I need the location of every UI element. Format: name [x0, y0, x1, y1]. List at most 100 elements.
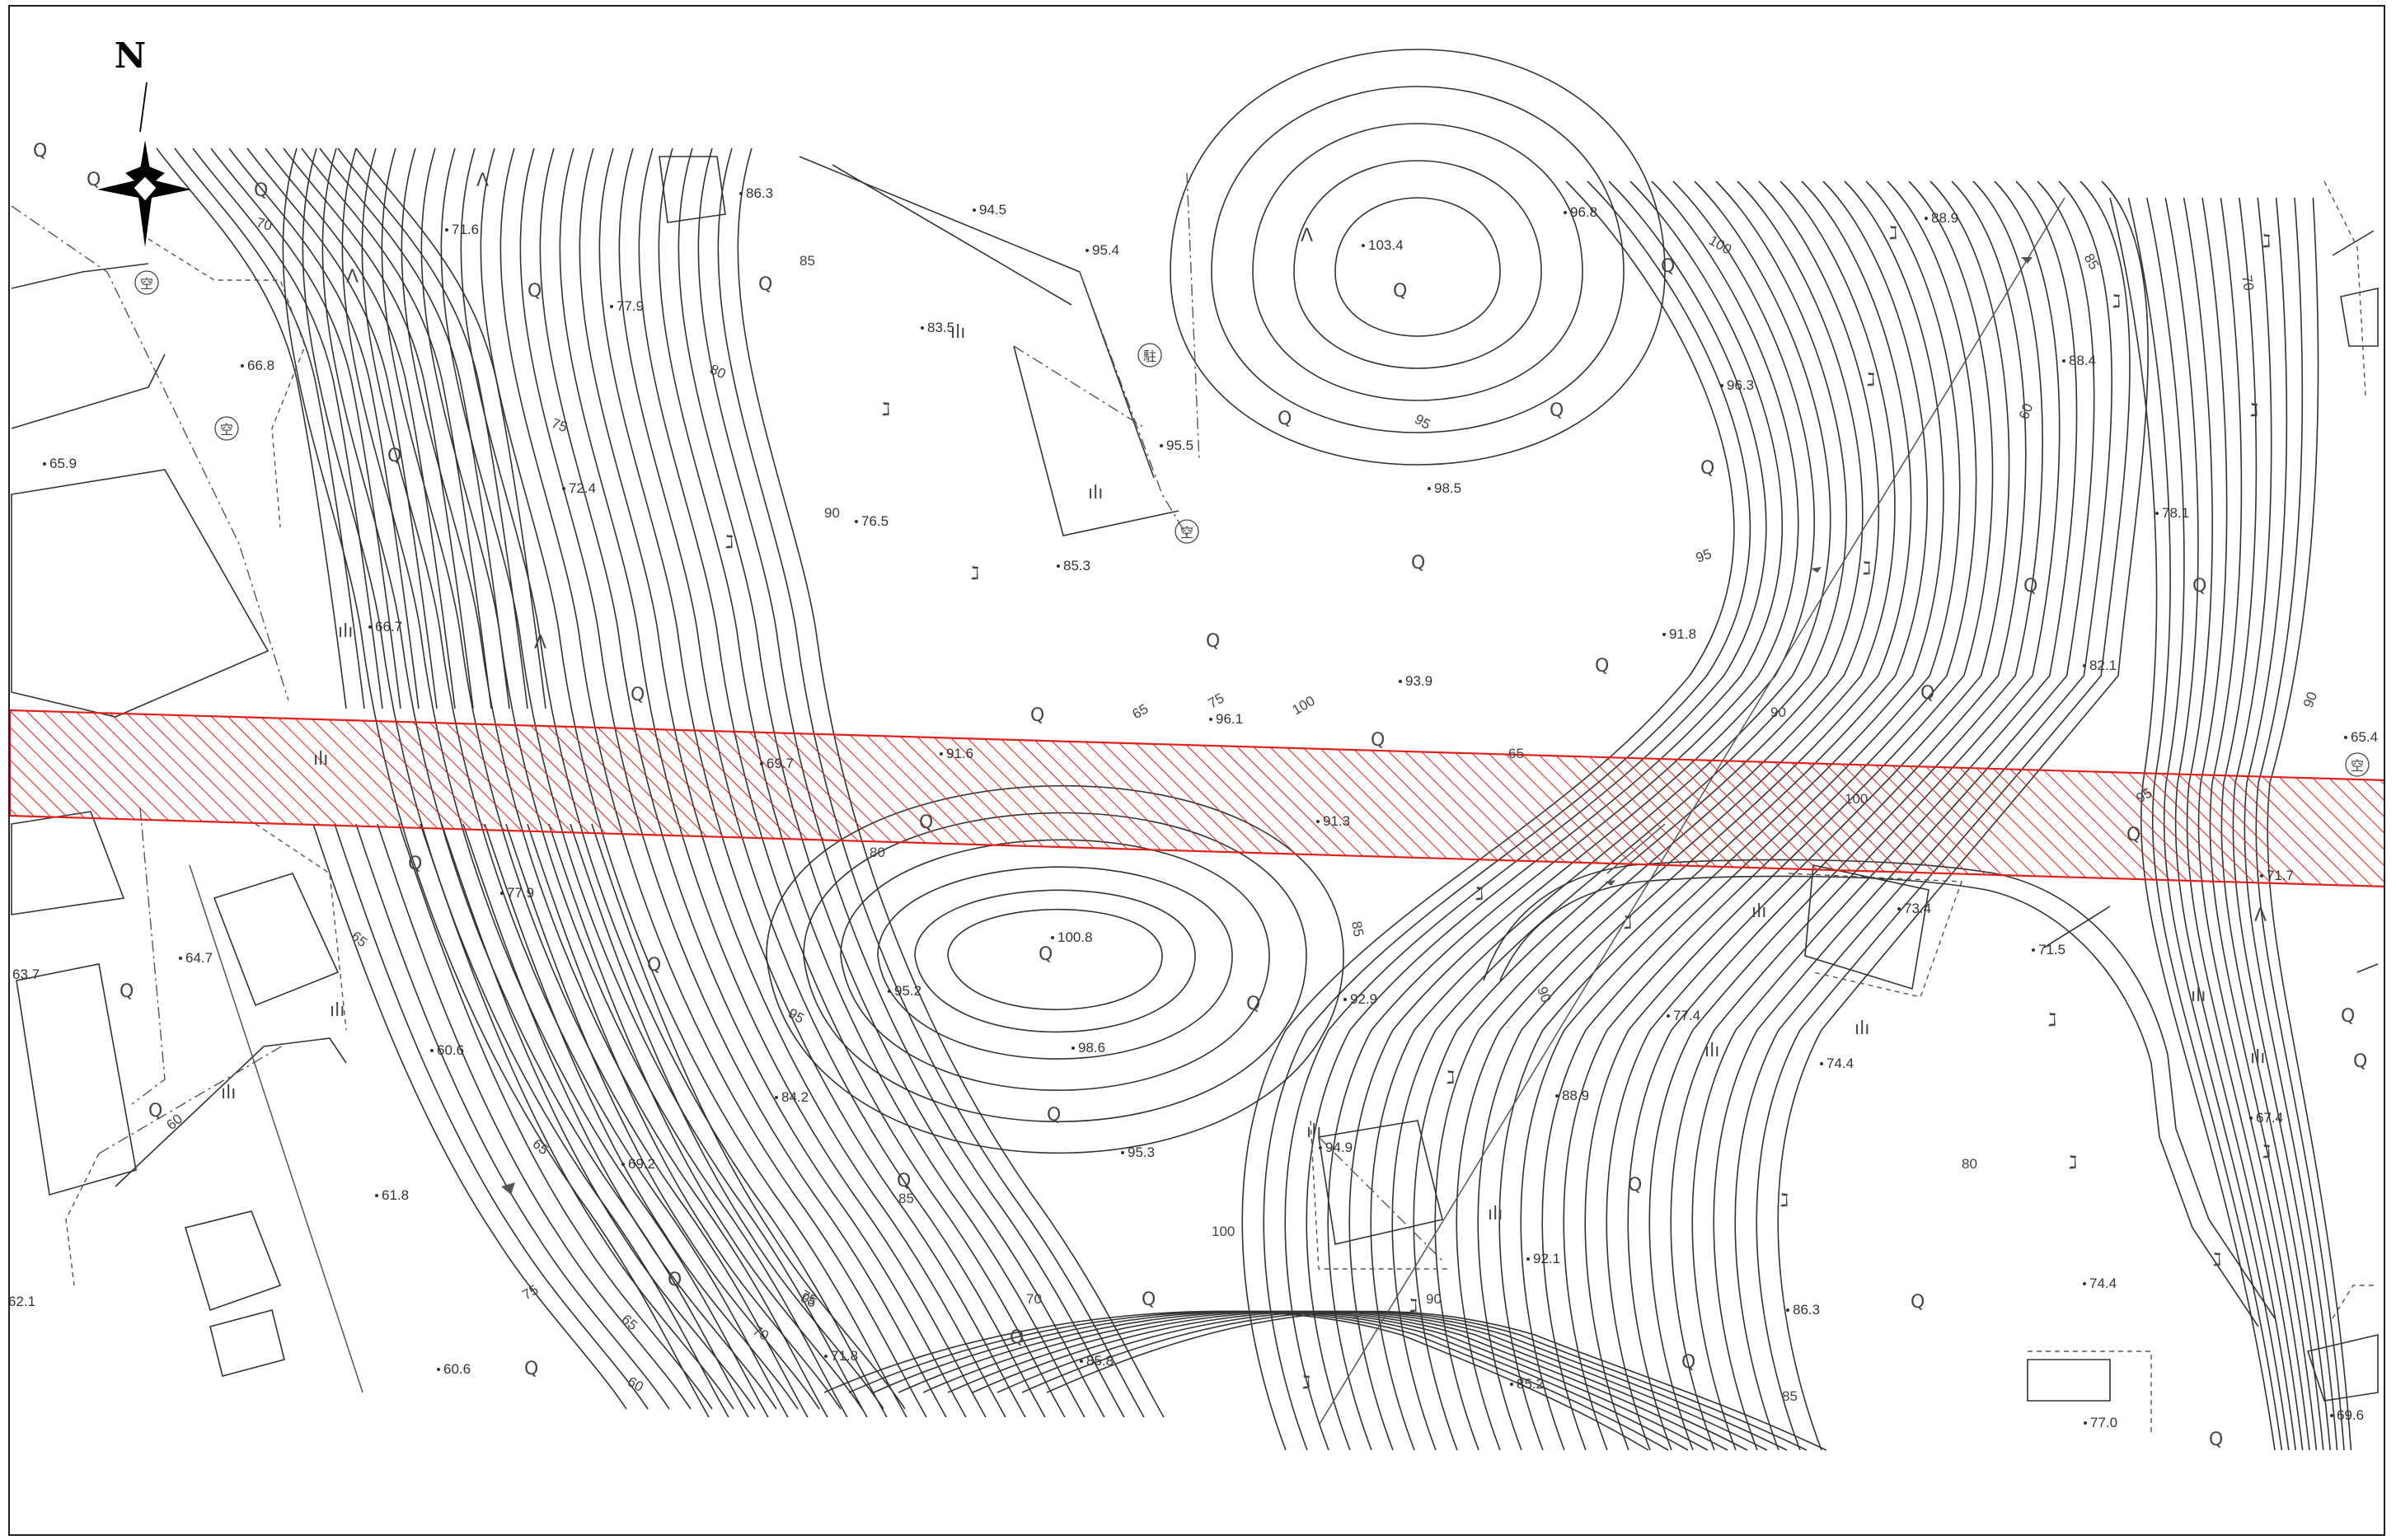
spot-height-marker [1510, 1383, 1513, 1386]
contour-line [898, 1310, 1709, 1451]
broadleaf-tree-icon: Q [919, 812, 933, 833]
spot-height-label: 66.7 [375, 619, 402, 634]
broadleaf-tree-icon: Q [647, 955, 661, 976]
conifer-tree-icon: Λ [346, 267, 359, 288]
spot-height-marker [2249, 1116, 2253, 1120]
spot-height-marker [1662, 633, 1666, 636]
broadleaf-tree-icon: Q [1030, 705, 1044, 726]
spot-height-marker [760, 762, 763, 765]
spot-height-label: 65.4 [2351, 729, 2378, 745]
contour-line [341, 147, 769, 1418]
spot-height-label: 86.3 [1793, 1302, 1820, 1318]
spot-height-marker [43, 462, 46, 466]
spot-height-label: 84.2 [781, 1089, 809, 1105]
spot-height-label: 96.8 [1570, 204, 1597, 220]
broadleaf-tree-icon: Q [387, 446, 401, 466]
spot-height-marker [2260, 874, 2263, 878]
contour-line [559, 147, 987, 1418]
spot-height-label: 67.4 [2256, 1110, 2283, 1126]
contour-index-label: 100 [1212, 1224, 1235, 1239]
contour-line [398, 823, 713, 1410]
spot-height-marker [855, 520, 858, 523]
contour-line [947, 1310, 1748, 1451]
spot-height-label: 94.5 [979, 202, 1006, 218]
spot-height-marker [2330, 1414, 2333, 1417]
spot-height-marker [621, 1163, 625, 1166]
broadleaf-tree-icon: Q [1142, 1290, 1156, 1310]
spot-height-label: 96.1 [1216, 711, 1243, 727]
spot-height-label: 76.5 [861, 513, 889, 529]
vacant-lot-label: 空 [2351, 758, 2364, 774]
contour-line [420, 823, 734, 1410]
spot-height-label: 78.1 [2162, 505, 2189, 521]
spot-height-marker [1160, 444, 1163, 447]
vacant-lot-label: 空 [1180, 525, 1193, 541]
broadleaf-tree-icon: Q [148, 1101, 162, 1121]
contour-line [848, 1310, 1669, 1451]
contour-line [737, 147, 1165, 1418]
contour-line [539, 147, 967, 1418]
spot-height-marker [2032, 948, 2035, 952]
planned-route-corridor[interactable] [10, 709, 2386, 888]
property-lines-west [11, 205, 289, 1154]
spot-height-label: 85.2 [1517, 1376, 1544, 1392]
contour-line [972, 1310, 1768, 1451]
broadleaf-tree-icon: Q [1246, 994, 1260, 1014]
broadleaf-tree-icon: Q [1911, 1292, 1925, 1313]
contour-line [1021, 1310, 1808, 1451]
broadleaf-tree-icon: Q [2192, 576, 2206, 597]
contour-line [527, 823, 842, 1410]
contour-line [1252, 123, 1583, 401]
spot-height-label: 96.3 [1727, 377, 1754, 393]
grass-field-icon: ılı [313, 749, 328, 770]
spot-height-marker [1564, 211, 1567, 214]
contour-line [361, 147, 789, 1418]
contour-line [381, 147, 809, 1418]
wasteland-icon: ℷ [725, 532, 734, 553]
conifer-tree-icon: Λ [1301, 226, 1313, 246]
contour-line [321, 147, 749, 1418]
spot-height-label: 85.3 [1063, 558, 1090, 573]
spot-height-marker [610, 305, 613, 308]
spot-height-label: 83.5 [927, 320, 954, 335]
contour-index-label: 70 [255, 215, 274, 234]
contour-line [337, 147, 528, 709]
contour-line [282, 147, 710, 1418]
contour-index-label: 95 [785, 1005, 807, 1027]
spot-height-marker [6, 973, 9, 976]
contour-index-label: 75 [1206, 690, 1227, 712]
contour-line [484, 823, 799, 1410]
contour-line [717, 147, 1145, 1418]
wasteland-icon: ℷ [1889, 223, 1897, 244]
wasteland-icon: ℷ [1447, 1068, 1455, 1088]
wasteland-icon: ℷ [1302, 1373, 1311, 1393]
broadleaf-tree-icon: Q [87, 170, 101, 190]
broadleaf-tree-icon: Q [1278, 409, 1292, 429]
parking-icon [1137, 343, 1162, 367]
spot-height-marker [1319, 1146, 1322, 1149]
conifer-tree-icon: Λ [2254, 906, 2267, 926]
broadleaf-tree-icon: Q [1371, 730, 1385, 751]
spot-height-label: 88.9 [1931, 210, 1958, 226]
spot-height-marker [1057, 564, 1060, 568]
wasteland-icon: ℷ [971, 564, 979, 584]
contour-line [1170, 49, 1666, 466]
spot-height-marker [1316, 820, 1320, 823]
spot-height-marker [1820, 1062, 1823, 1065]
grass-field-icon: ılı [1088, 483, 1103, 503]
spot-height-marker [2344, 736, 2347, 739]
wasteland-icon: ℷ [2262, 1142, 2271, 1163]
broadleaf-tree-icon: Q [897, 1171, 911, 1191]
spot-height-marker [775, 1096, 778, 1099]
contour-line [355, 823, 670, 1410]
spot-height-label: 71.8 [831, 1348, 858, 1364]
spot-height-marker [1121, 1151, 1124, 1154]
contour-line [947, 908, 1163, 1011]
contour-line [823, 1310, 1649, 1451]
grass-field-icon: ılı [950, 322, 965, 343]
contour-line [460, 147, 888, 1418]
vacant-lot-icon [134, 270, 159, 295]
contour-index-label: 85 [898, 1191, 914, 1206]
conifer-tree-icon: Λ [476, 171, 489, 191]
